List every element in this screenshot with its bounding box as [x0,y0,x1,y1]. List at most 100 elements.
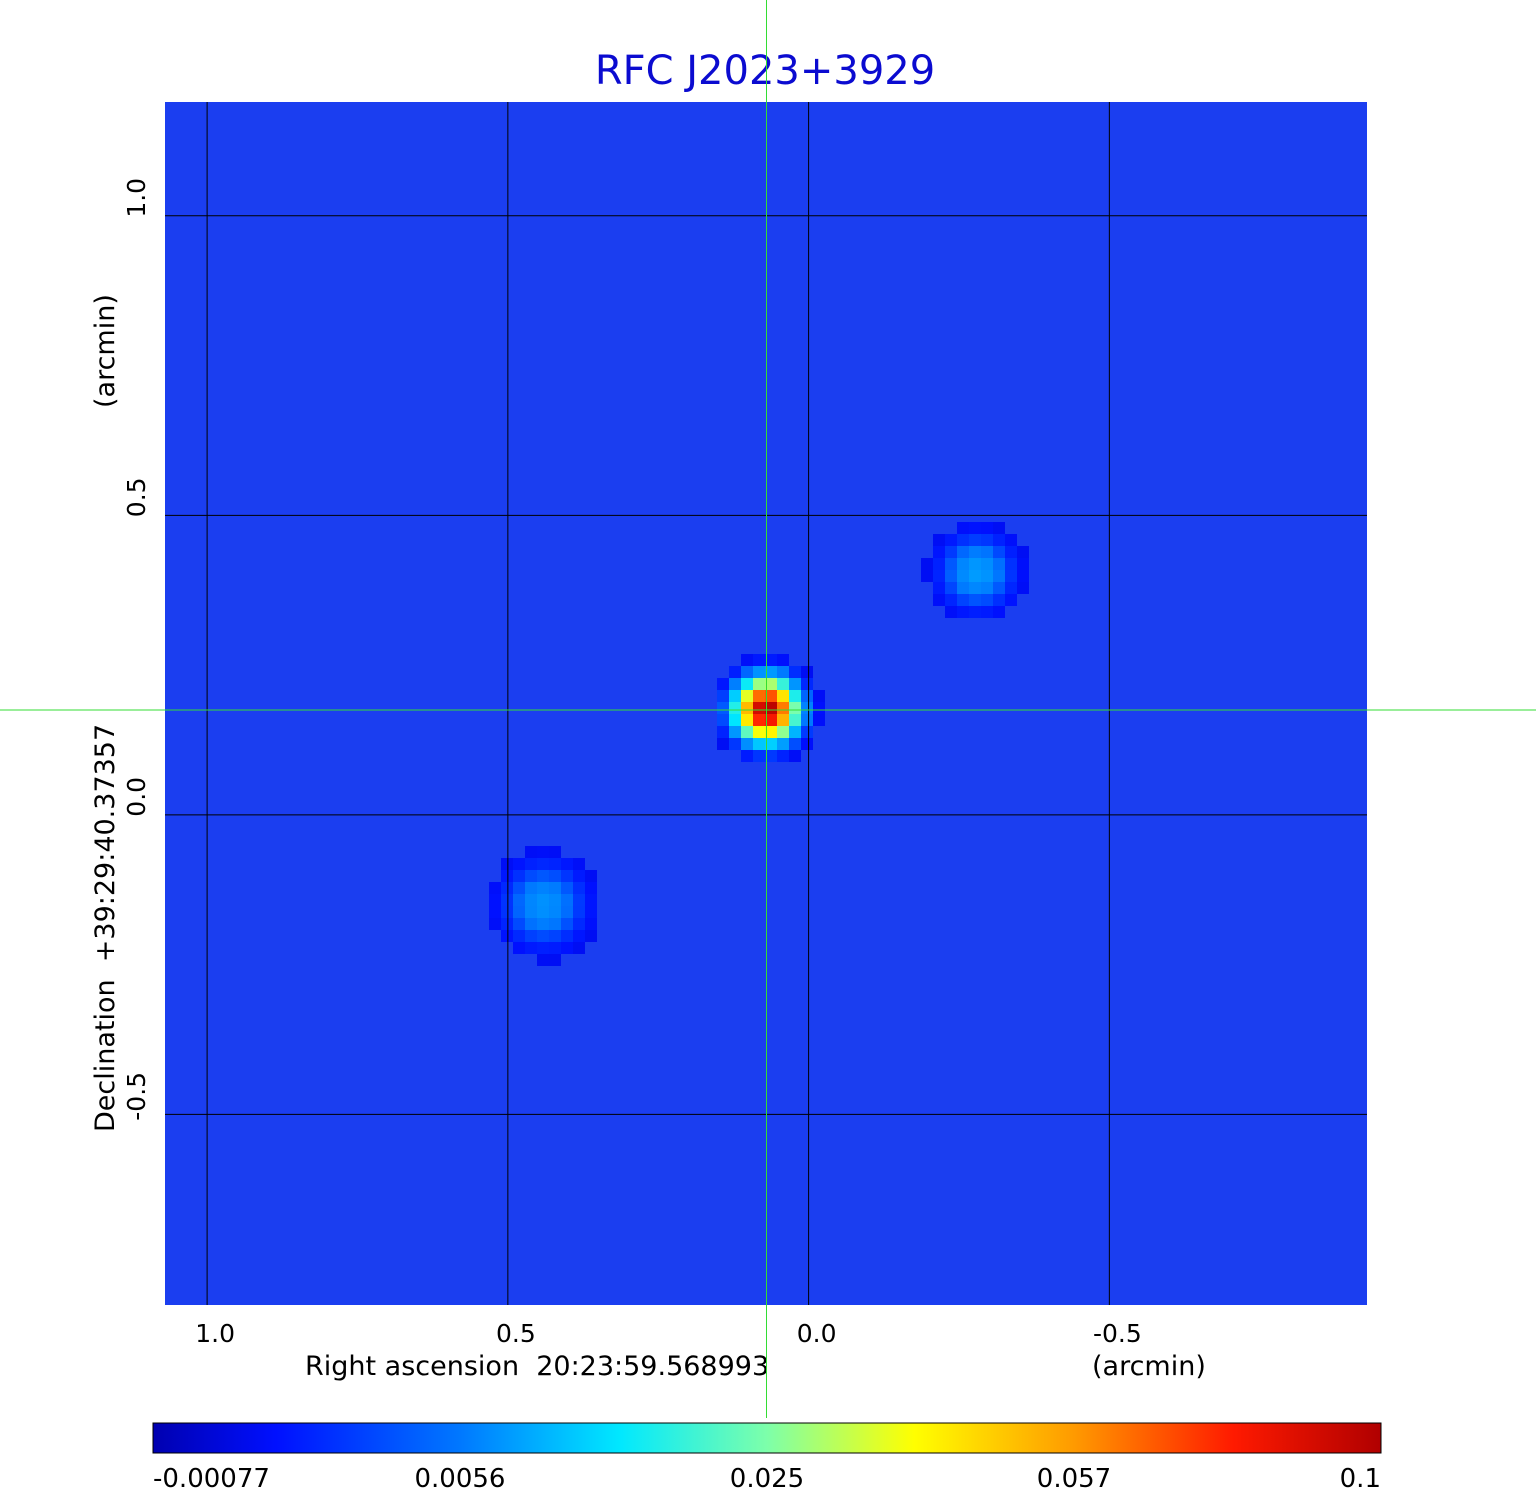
map-pixel [537,894,549,906]
map-pixel [1005,570,1017,582]
map-pixel [525,906,537,918]
map-pixel [969,582,981,594]
map-pixel [1017,582,1029,594]
map-pixel [993,582,1005,594]
map-pixel [801,702,813,714]
map-pixel [573,918,585,930]
map-pixel [993,606,1005,618]
map-pixel [753,726,765,738]
map-pixel [765,690,777,702]
map-pixel [549,954,561,966]
map-pixel [969,570,981,582]
map-pixel [789,738,801,750]
map-pixel [1017,546,1029,558]
map-pixel [957,570,969,582]
map-pixel [1005,546,1017,558]
map-pixel [801,714,813,726]
map-pixel [717,690,729,702]
map-pixel [525,918,537,930]
map-pixel [561,906,573,918]
map-pixel [777,738,789,750]
map-pixel [525,894,537,906]
map-pixel [729,666,741,678]
map-pixel [981,534,993,546]
map-pixel [789,726,801,738]
map-pixel [765,654,777,666]
map-pixel [741,678,753,690]
map-pixel [753,678,765,690]
map-pixel [525,858,537,870]
map-pixel [525,870,537,882]
map-pixel [933,534,945,546]
map-pixel [777,678,789,690]
map-pixel [537,918,549,930]
map-pixel [933,570,945,582]
map-pixel [801,678,813,690]
map-pixel [549,942,561,954]
map-pixel [801,726,813,738]
map-pixel [717,738,729,750]
map-pixel [957,582,969,594]
map-pixel [549,870,561,882]
x-tick-label: 1.0 [195,1319,235,1348]
map-pixel [765,726,777,738]
colorbar-tick-label: 0.1 [1340,1464,1381,1494]
map-pixel [753,714,765,726]
map-pixel [513,942,525,954]
map-pixel [753,738,765,750]
x-axis-label: Right ascension 20:23:59.568993 [305,1351,769,1382]
map-pixel [945,582,957,594]
map-pixel [981,582,993,594]
map-pixel [501,870,513,882]
map-pixel [717,702,729,714]
map-pixel [753,702,765,714]
map-pixel [1017,570,1029,582]
map-pixel [489,918,501,930]
map-pixel [993,570,1005,582]
map-pixel [741,750,753,762]
map-pixel [945,546,957,558]
map-pixel [525,930,537,942]
map-pixel [993,522,1005,534]
map-pixel [957,546,969,558]
map-pixel [1005,558,1017,570]
map-pixel [537,954,549,966]
map-pixel [549,858,561,870]
map-pixel [513,870,525,882]
map-pixel [789,714,801,726]
colorbar-tick-label: 0.0056 [415,1464,506,1494]
map-pixel [549,894,561,906]
map-pixel [561,930,573,942]
map-pixel [741,654,753,666]
map-pixel [969,594,981,606]
map-pixel [525,942,537,954]
map-pixel [585,870,597,882]
map-pixel [1005,534,1017,546]
map-pixel [789,678,801,690]
map-pixel [729,702,741,714]
map-pixel [945,534,957,546]
map-pixel [585,906,597,918]
x-tick-label: 0.0 [797,1319,837,1348]
map-pixel [777,702,789,714]
map-pixel [765,750,777,762]
map-pixel [513,930,525,942]
map-pixel [777,666,789,678]
map-pixel [573,882,585,894]
map-pixel [981,570,993,582]
map-pixel [753,666,765,678]
map-pixel [537,846,549,858]
map-pixel [1005,594,1017,606]
map-pixel [525,882,537,894]
map-pixel [957,522,969,534]
map-pixel [813,714,825,726]
map-pixel [537,882,549,894]
map-pixel [777,726,789,738]
x-tick-labels: 1.0 0.5 0.0 -0.5 [195,1319,1142,1348]
map-pixel [561,942,573,954]
map-pixel [729,738,741,750]
map-pixel [729,714,741,726]
map-pixel [981,594,993,606]
map-pixel [777,714,789,726]
